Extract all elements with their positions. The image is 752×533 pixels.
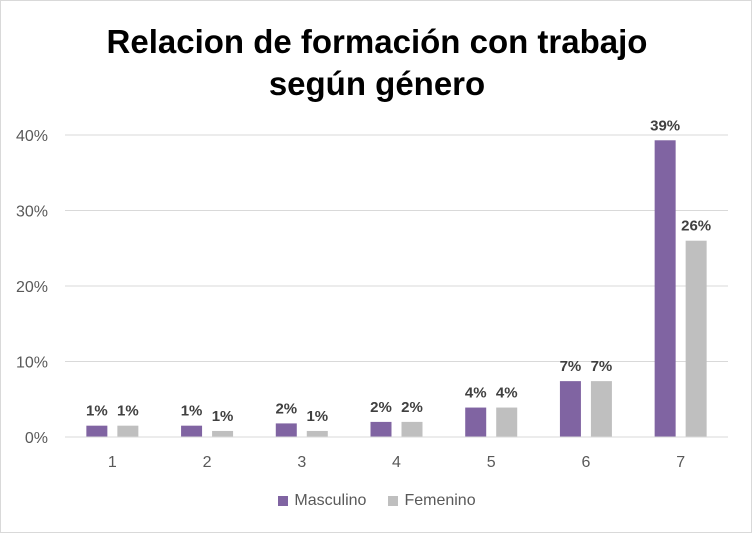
data-label: 7% xyxy=(560,358,582,375)
legend-swatch-femenino xyxy=(388,496,399,506)
bar xyxy=(86,425,108,437)
legend-label-masculino: Masculino xyxy=(294,492,367,509)
bar xyxy=(559,381,581,437)
bar xyxy=(654,140,676,437)
bar xyxy=(465,407,487,437)
data-label: 7% xyxy=(591,358,613,375)
y-tick-label: 30% xyxy=(16,204,48,221)
y-tick-label: 10% xyxy=(16,355,48,372)
x-tick-label: 2 xyxy=(203,454,212,471)
legend-swatch-masculino xyxy=(278,496,289,506)
chart-title-line2: según género xyxy=(268,65,486,102)
data-label: 1% xyxy=(181,403,203,420)
data-label: 1% xyxy=(306,408,328,425)
bar xyxy=(306,430,328,437)
legend: Masculino Femenino xyxy=(1,492,751,510)
data-label: 26% xyxy=(681,218,711,235)
x-tick-label: 4 xyxy=(392,454,401,471)
bar xyxy=(590,381,612,437)
data-label: 2% xyxy=(370,399,392,416)
bar xyxy=(275,423,297,437)
data-label: 4% xyxy=(496,385,518,402)
data-label: 1% xyxy=(86,403,108,420)
legend-item-masculino: Masculino xyxy=(278,492,366,510)
bar xyxy=(370,421,392,437)
data-label: 1% xyxy=(117,403,139,420)
x-tick-label: 6 xyxy=(581,454,590,471)
y-tick-label: 0% xyxy=(25,430,48,447)
x-tick-label: 5 xyxy=(487,454,496,471)
legend-item-femenino: Femenino xyxy=(388,492,476,510)
data-label: 2% xyxy=(401,399,423,416)
x-tick-label: 1 xyxy=(108,454,117,471)
data-label: 2% xyxy=(275,400,297,417)
x-tick-label: 7 xyxy=(676,454,685,471)
bar xyxy=(117,425,139,437)
bar xyxy=(401,421,423,437)
chart-title-line1: Relacion de formación con trabajo xyxy=(106,23,648,60)
y-tick-label: 40% xyxy=(16,128,48,145)
data-label: 39% xyxy=(650,117,680,134)
bar xyxy=(685,240,707,437)
bar xyxy=(496,407,518,437)
x-tick-label: 3 xyxy=(297,454,306,471)
data-label: 1% xyxy=(212,408,234,425)
bar xyxy=(181,425,203,437)
data-label: 4% xyxy=(465,385,487,402)
bar xyxy=(212,430,234,437)
y-tick-label: 20% xyxy=(16,279,48,296)
chart-title: Relacion de formación con trabajo según … xyxy=(1,21,751,105)
legend-label-femenino: Femenino xyxy=(404,492,476,509)
